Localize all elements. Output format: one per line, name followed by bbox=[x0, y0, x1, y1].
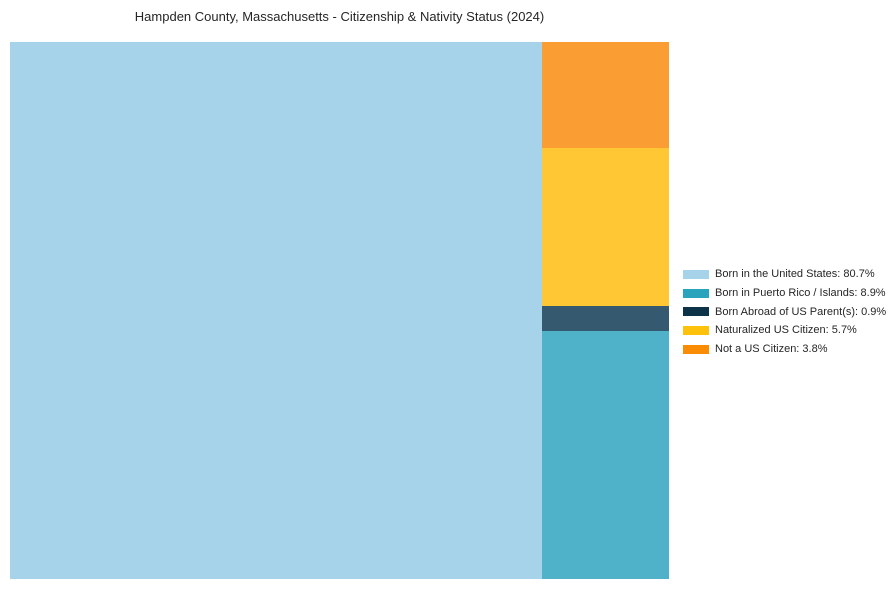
legend-row-born-in-puerto-rico-islands: Born in Puerto Rico / Islands: 8.9% bbox=[683, 284, 886, 303]
legend-row-born-in-the-united-states: Born in the United States: 80.7% bbox=[683, 265, 886, 284]
legend-swatch-icon bbox=[683, 269, 709, 279]
chart-title: Hampden County, Massachusetts - Citizens… bbox=[134, 9, 545, 24]
legend-label: Born in Puerto Rico / Islands: 8.9% bbox=[715, 287, 886, 300]
treemap-tile-born-abroad-of-us-parent-s bbox=[541, 306, 669, 332]
legend-swatch-icon bbox=[683, 288, 709, 298]
treemap-tile-born-in-the-united-states bbox=[10, 42, 542, 579]
legend-row-naturalized-us-citizen: Naturalized US Citizen: 5.7% bbox=[683, 321, 886, 340]
legend-label: Born Abroad of US Parent(s): 0.9% bbox=[715, 305, 887, 318]
treemap-tile-naturalized-us-citizen bbox=[541, 147, 669, 307]
legend-swatch-icon bbox=[683, 307, 709, 317]
treemap-tile-born-in-puerto-rico-islands bbox=[541, 331, 669, 579]
legend-row-born-abroad-of-us-parent-s: Born Abroad of US Parent(s): 0.9% bbox=[683, 302, 886, 321]
legend-label: Born in the United States: 80.7% bbox=[715, 268, 875, 281]
legend-swatch-icon bbox=[683, 325, 709, 335]
treemap bbox=[10, 42, 669, 579]
legend-swatch-icon bbox=[683, 344, 709, 354]
legend-label: Not a US Citizen: 3.8% bbox=[715, 343, 828, 356]
treemap-tile-not-a-us-citizen bbox=[541, 42, 669, 148]
legend-row-not-a-us-citizen: Not a US Citizen: 3.8% bbox=[683, 340, 886, 359]
legend: Born in the United States: 80.7% Born in … bbox=[683, 265, 886, 358]
legend-label: Naturalized US Citizen: 5.7% bbox=[715, 324, 857, 337]
treemap-stack-column bbox=[541, 42, 669, 579]
